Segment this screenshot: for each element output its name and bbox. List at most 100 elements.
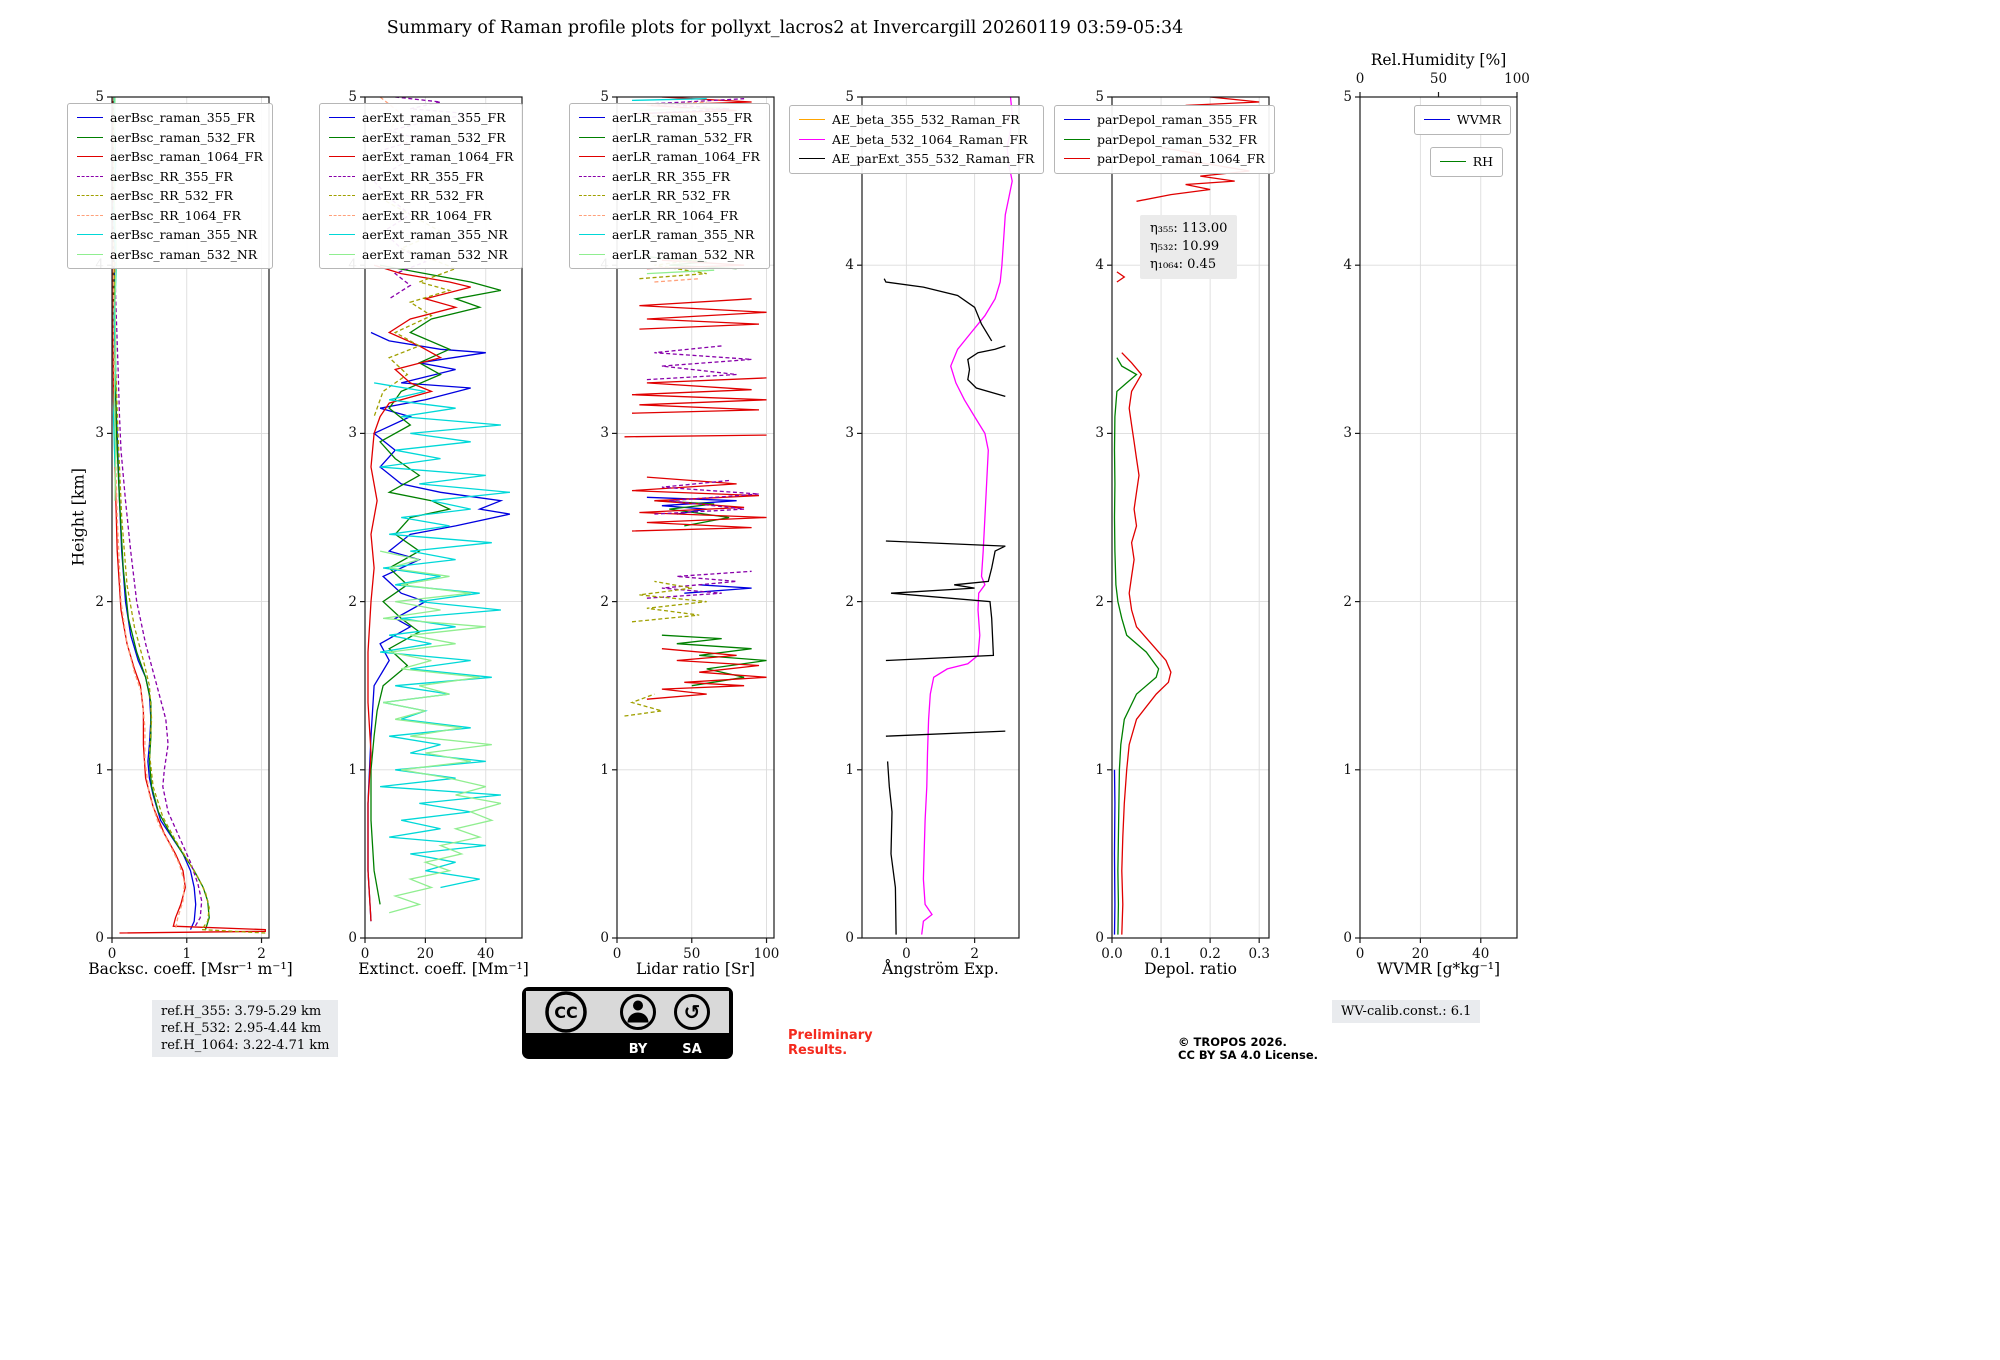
y-tick-label: 3 (348, 425, 357, 442)
legend-item: parDepol_raman_355_FR (1064, 110, 1265, 130)
angstroem-plot (857, 96, 1020, 943)
legend-item: aerExt_raman_355_FR (329, 108, 513, 128)
legend-line-sample (77, 234, 103, 236)
x-tick-label: 50 (683, 946, 701, 962)
y-tick-label: 4 (1343, 257, 1352, 274)
legend-line-sample (1439, 161, 1466, 163)
legend-line-sample (1064, 119, 1090, 121)
y-axis-label: Height [km] (68, 468, 88, 566)
legend-item: AE_beta_532_1064_Raman_FR (799, 130, 1034, 150)
y-tick-label: 0 (1343, 930, 1352, 946)
legend-line-sample (329, 253, 355, 255)
legend-item-label: aerExt_RR_355_FR (362, 168, 484, 184)
legend-line-sample (77, 136, 103, 138)
legend-item: aerExt_raman_355_NR (329, 225, 513, 245)
legend-item-label: aerLR_RR_1064_FR (612, 207, 739, 223)
legend-item: parDepol_raman_1064_FR (1064, 149, 1265, 169)
legend-line-sample (579, 156, 605, 158)
legend-item: aerBsc_RR_355_FR (77, 167, 263, 187)
x-tick-label: 40 (477, 946, 495, 962)
legend-item: aerExt_RR_1064_FR (329, 206, 513, 226)
legend-item-label: aerBsc_raman_355_NR (110, 227, 258, 242)
top-tick-label: 0 (1355, 71, 1365, 87)
tropos-line-2: CC BY SA 4.0 License. (1178, 1048, 1318, 1062)
legend-line-sample (579, 253, 605, 255)
y-tick-label: 2 (348, 593, 357, 610)
legend-item-label: aerLR_RR_355_FR (612, 168, 731, 184)
y-tick-label: 1 (845, 761, 854, 778)
legend-item: aerBsc_raman_355_NR (77, 225, 263, 245)
x-axis-label-wvmr: WVMR [g*kg⁻¹] (1376, 960, 1501, 978)
cc-by-label: BY (629, 1042, 648, 1057)
legend-item: aerBsc_raman_532_FR (77, 128, 263, 148)
figure-title: Summary of Raman profile plots for polly… (386, 18, 1184, 38)
panel-depol: η₃₅₅: 113.00 η₅₃₂: 10.99 η₁₀₆₄: 0.45 Dep… (1054, 89, 1275, 978)
legend-item-label: aerBsc_RR_1064_FR (110, 207, 241, 223)
legend-line-sample (1064, 138, 1090, 140)
legend-line-sample (579, 195, 605, 197)
legend-item-label: aerExt_RR_532_FR (362, 188, 484, 203)
legend: AE_beta_355_532_Raman_FR AE_beta_532_1064… (789, 105, 1045, 174)
legend-line-sample (579, 175, 605, 177)
legend-item-label: aerLR_raman_532_FR (612, 129, 753, 145)
legend: parDepol_raman_355_FR parDepol_raman_532_… (1054, 105, 1275, 174)
panel-wvmr: Rel.Humidity [%] WVMR [g*kg⁻¹] 0 20 40 0 1 2 3… (1343, 51, 1529, 978)
legend-line-sample (77, 195, 103, 197)
share-alike-arrow-icon: ↺ (684, 1000, 701, 1024)
legend-item-label: WVMR (1456, 112, 1501, 127)
y-tick-label: 0 (1095, 930, 1104, 946)
y-tick-label: 5 (845, 89, 854, 105)
cc-icon-text: CC (554, 1003, 577, 1022)
legend-item-label: AE_beta_355_532_Raman_FR (832, 112, 1020, 127)
legend-item: parDepol_raman_532_FR (1064, 130, 1265, 150)
tropos-line-1: © TROPOS 2026. (1178, 1035, 1287, 1049)
eta-annotation: η₃₅₅: 113.00 η₅₃₂: 10.99 η₁₀₆₄: 0.45 (1140, 215, 1238, 279)
y-tick-label: 2 (1095, 593, 1104, 610)
y-tick-label: 2 (600, 593, 609, 610)
legend-line-sample (329, 156, 355, 158)
y-tick-label: 2 (845, 593, 854, 610)
legend-item: aerLR_RR_532_FR (579, 186, 760, 206)
legend-item: WVMR (1423, 110, 1501, 130)
legend-item: aerBsc_raman_1064_FR (77, 147, 263, 167)
wvmr-plot (1355, 92, 1518, 943)
eta-532-value: η₅₃₂: 10.99 (1150, 239, 1220, 254)
legend-item-label: aerExt_raman_1064_FR (362, 149, 514, 164)
legend-item-label: aerBsc_RR_355_FR (110, 168, 233, 184)
legend-item-label: aerExt_raman_532_FR (362, 129, 506, 145)
y-tick-label: 0 (600, 930, 609, 946)
legend-item-label: aerLR_raman_532_NR (612, 246, 755, 262)
y-tick-label: 5 (1095, 89, 1104, 105)
legend-line-sample (329, 214, 355, 216)
y-tick-label: 5 (348, 89, 357, 105)
x-tick-label: 0 (360, 946, 370, 962)
panel-angstroem: Ångström Exp. 0 2 0 1 2 3 4 5 AE_beta_355_532_Ra… (789, 89, 1045, 978)
legend-item: aerLR_raman_355_NR (579, 225, 760, 245)
legend-item-label: aerExt_raman_355_NR (362, 227, 508, 242)
x-tick-label: 0 (612, 946, 622, 962)
legend: aerLR_raman_355_FR aerLR_raman_532_FR aerL… (569, 103, 770, 269)
legend-line-sample (77, 156, 103, 158)
legend-item: RH (1439, 152, 1493, 172)
legend-item: aerLR_RR_355_FR (579, 167, 760, 187)
legend-item-label: aerBsc_raman_1064_FR (110, 149, 263, 164)
legend-line-sample (799, 119, 825, 121)
top-tick-label: 50 (1429, 71, 1448, 87)
y-tick-label: 1 (348, 761, 357, 778)
cc-icon (545, 991, 587, 1033)
legend-line-sample (579, 214, 605, 216)
person-body-icon (627, 1012, 649, 1023)
x-tick-label: 100 (753, 946, 780, 962)
y-tick-label: 3 (845, 425, 854, 442)
legend-item-label: aerExt_raman_532_NR (362, 246, 508, 262)
legend-item-label: parDepol_raman_355_FR (1097, 112, 1257, 127)
y-tick-label: 3 (1095, 425, 1104, 442)
reference-heights-box: ref.H_355: 3.79-5.29 km ref.H_532: 2.95-… (152, 1000, 339, 1057)
y-tick-label: 1 (1343, 761, 1352, 778)
y-tick-label: 5 (1343, 89, 1352, 105)
legend-item: aerBsc_RR_1064_FR (77, 206, 263, 226)
legend-item: aerLR_raman_532_NR (579, 245, 760, 265)
cc-license-badge: CC ↺ BY SA (522, 987, 733, 1059)
y-tick-label: 1 (1095, 761, 1104, 778)
